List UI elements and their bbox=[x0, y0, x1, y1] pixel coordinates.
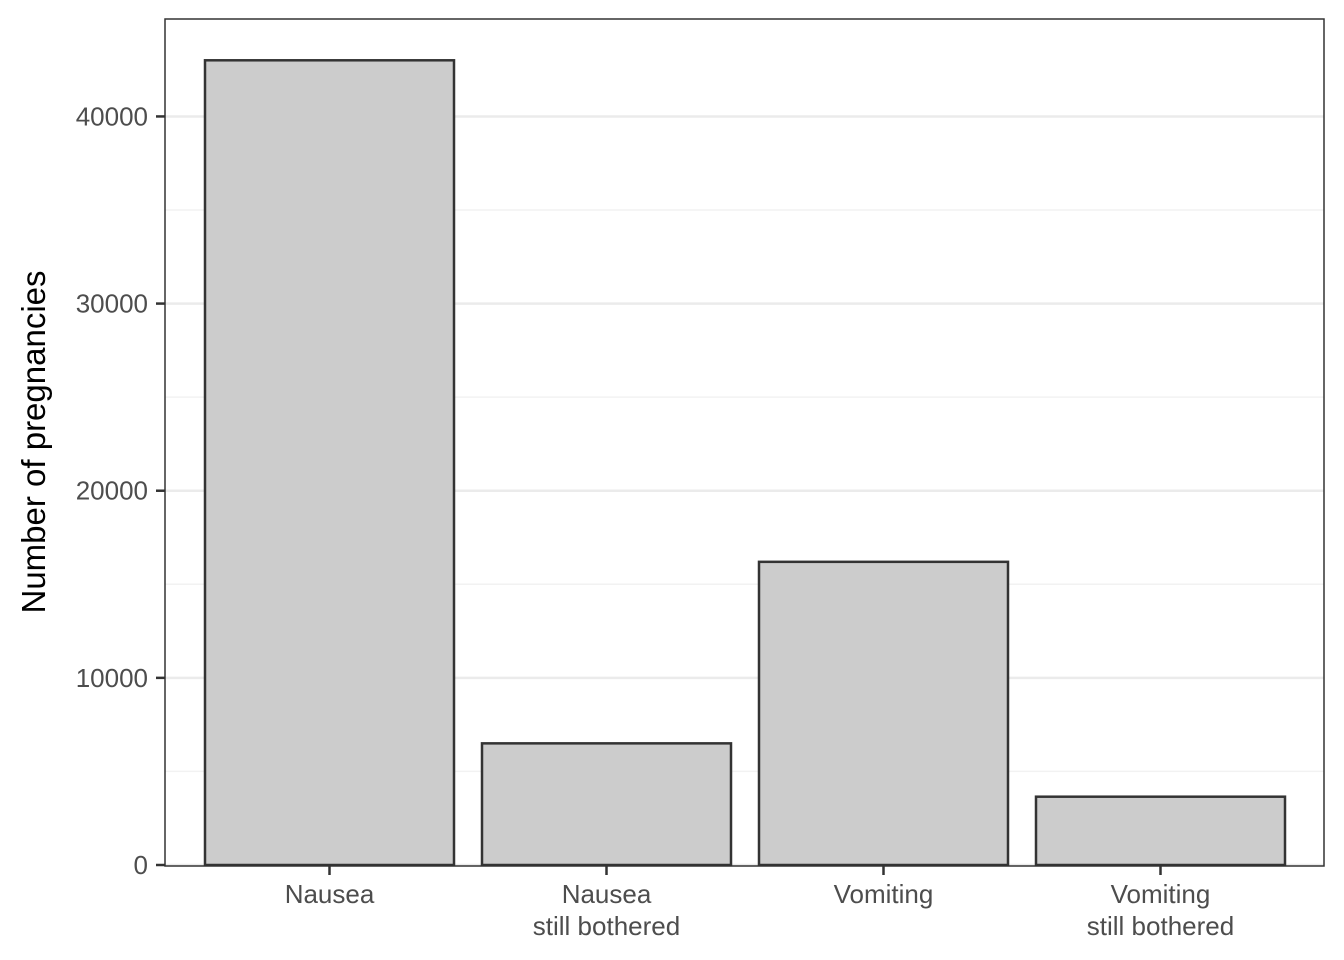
y-tick-label: 20000 bbox=[76, 476, 148, 506]
bars bbox=[203, 59, 1287, 867]
x-tick-label: Vomiting still bothered bbox=[1087, 879, 1234, 941]
y-tick-label: 10000 bbox=[76, 663, 148, 693]
y-tick-label: 0 bbox=[134, 850, 148, 880]
bar-1 bbox=[480, 742, 733, 867]
y-axis: 0 10000 20000 30000 40000 bbox=[76, 101, 165, 880]
x-tick-label: Nausea bbox=[285, 879, 375, 909]
plot-panel-border bbox=[164, 18, 1325, 867]
bar-0 bbox=[203, 59, 456, 867]
x-tick-label: Vomiting bbox=[834, 879, 934, 909]
x-axis: Nausea Nausea still bothered Vomiting Vomiti… bbox=[285, 866, 1234, 941]
y-tick-label: 40000 bbox=[76, 101, 148, 131]
x-tick-label: Nausea still bothered bbox=[533, 879, 680, 941]
y-axis-title: Number of pregnancies bbox=[15, 270, 52, 613]
y-tick-label: 30000 bbox=[76, 289, 148, 319]
bar-2 bbox=[757, 560, 1010, 867]
bar-3 bbox=[1034, 795, 1287, 867]
